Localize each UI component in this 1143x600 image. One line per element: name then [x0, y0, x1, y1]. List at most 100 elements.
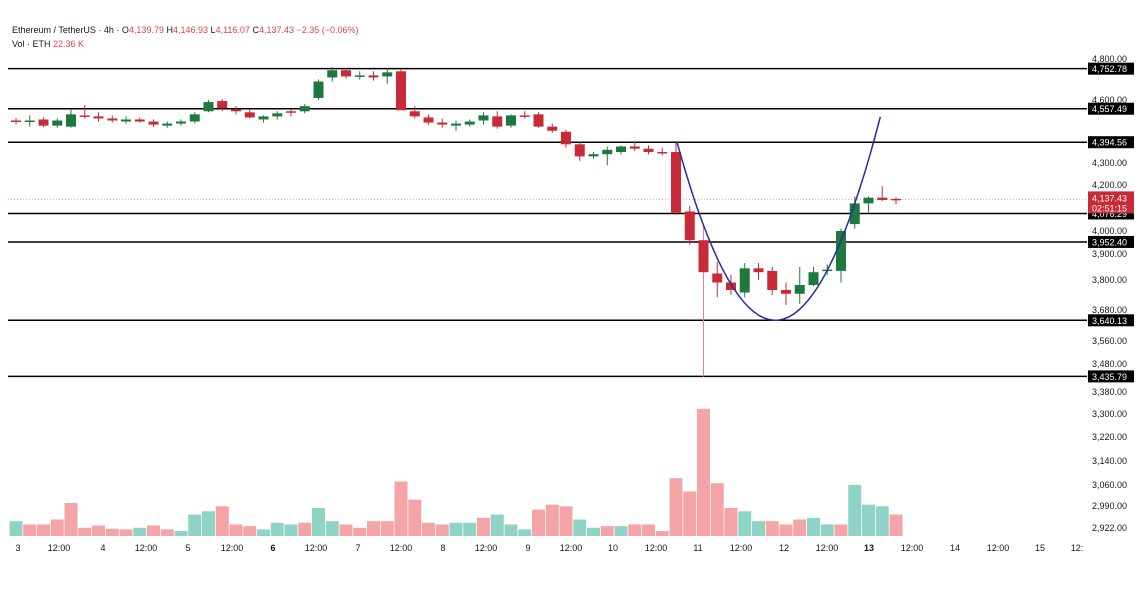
x-tick-label: 14	[950, 543, 960, 553]
volume-bar	[600, 526, 614, 536]
volume-bar	[380, 521, 394, 536]
candle-body	[258, 116, 269, 120]
x-tick-label: 12:	[1071, 543, 1084, 553]
candle-body	[286, 111, 296, 113]
candle-body	[24, 120, 35, 122]
high-label: H	[166, 25, 173, 35]
y-tick-label: 3,140.00	[1092, 456, 1127, 466]
x-tick-label: 12:00	[48, 543, 71, 553]
candle-body	[107, 118, 118, 121]
level-price-label: 3,640.13	[1092, 316, 1127, 326]
volume-bar	[78, 527, 92, 536]
candle-body	[726, 282, 736, 290]
x-tick-label: 12:00	[560, 543, 583, 553]
volume-bar	[614, 526, 628, 536]
candle-body	[409, 111, 420, 117]
level-price-tag	[1088, 136, 1134, 149]
volume-bar	[298, 522, 312, 536]
candle-body	[134, 119, 145, 122]
open-label: O	[121, 25, 129, 35]
last-price-label: 4,137.43	[1092, 193, 1127, 203]
candle-body	[121, 119, 131, 122]
volume-bar	[243, 526, 257, 536]
candle-body	[368, 75, 379, 78]
volume-bar	[312, 507, 325, 536]
close-value: 4,137.43	[258, 25, 294, 35]
candle-body	[506, 115, 516, 126]
volume-bar	[463, 522, 477, 536]
volume-bar	[257, 529, 270, 536]
volume-bar	[697, 408, 710, 536]
candle-body	[877, 197, 888, 200]
candle-body	[712, 273, 723, 283]
candle-body	[437, 122, 448, 125]
volume-bar	[367, 521, 380, 536]
x-tick-label: 12:00	[390, 543, 413, 553]
candle-body	[354, 75, 365, 77]
candle-body	[629, 146, 640, 149]
volume-bar	[105, 528, 119, 536]
volume-bar	[270, 522, 284, 536]
volume-label: Vol · ETH	[12, 39, 51, 49]
candle-body	[423, 117, 434, 123]
volume-bar	[875, 506, 889, 536]
candle-body	[602, 149, 613, 155]
volume-bar	[587, 527, 600, 536]
volume-bar	[862, 504, 875, 536]
level-price-label: 4,752.78	[1092, 64, 1127, 74]
candle-body	[781, 290, 791, 294]
y-tick-label: 4,600.00	[1092, 95, 1127, 105]
y-tick-label: 3,300.00	[1092, 409, 1127, 419]
volume-bar	[889, 514, 903, 536]
level-price-tag	[1088, 235, 1134, 248]
low-label: L	[210, 25, 216, 35]
volume-bar	[765, 521, 779, 536]
volume-bar	[147, 525, 160, 536]
x-tick-label: 13	[864, 543, 874, 553]
x-tick-label: 12:00	[645, 543, 668, 553]
volume-bar	[738, 511, 752, 536]
volume-bar	[23, 524, 37, 536]
volume-bar	[628, 524, 642, 536]
y-tick-label: 3,060.00	[1092, 480, 1127, 490]
candle-body	[671, 152, 681, 213]
y-tick-label: 3,900.00	[1092, 249, 1127, 259]
x-tick-label: 12:00	[221, 543, 244, 553]
candle-body	[327, 70, 338, 78]
candle-body	[93, 116, 104, 119]
level-price-label: 3,952.40	[1092, 237, 1127, 247]
volume-bar	[339, 524, 353, 536]
candle-body	[492, 116, 503, 127]
volume-bar	[50, 519, 64, 536]
y-tick-label: 2,990.00	[1092, 501, 1127, 511]
candle-body	[767, 270, 778, 290]
candle-body	[547, 126, 558, 131]
y-tick-label: 4,000.00	[1092, 226, 1127, 236]
volume-bar	[559, 506, 573, 536]
candle-body	[217, 101, 228, 109]
y-tick-label: 2,922.00	[1092, 523, 1127, 533]
candle-body	[272, 113, 283, 117]
candle-body	[657, 152, 668, 154]
volume-bar	[573, 519, 587, 536]
volume-bar	[174, 531, 188, 536]
y-tick-label: 3,800.00	[1092, 275, 1127, 285]
level-price-label: 4,394.56	[1092, 138, 1127, 148]
candle-body	[11, 120, 21, 122]
level-price-label: 4,557.49	[1092, 104, 1127, 114]
candle-body	[203, 102, 214, 112]
x-tick-label: 12:00	[816, 543, 839, 553]
y-tick-label: 4,800.00	[1092, 54, 1127, 64]
x-tick-label: 3	[15, 543, 20, 553]
volume-bar	[779, 524, 793, 536]
volume-bar	[752, 521, 765, 536]
y-tick-label: 3,560.00	[1092, 336, 1127, 346]
candle-body	[382, 72, 393, 77]
open-value: 4,139.79	[128, 25, 164, 35]
candle-body	[588, 154, 599, 157]
y-tick-label: 4,200.00	[1092, 180, 1127, 190]
level-price-tag	[1088, 62, 1134, 75]
volume-bar	[655, 531, 669, 536]
volume-bar	[642, 524, 655, 536]
